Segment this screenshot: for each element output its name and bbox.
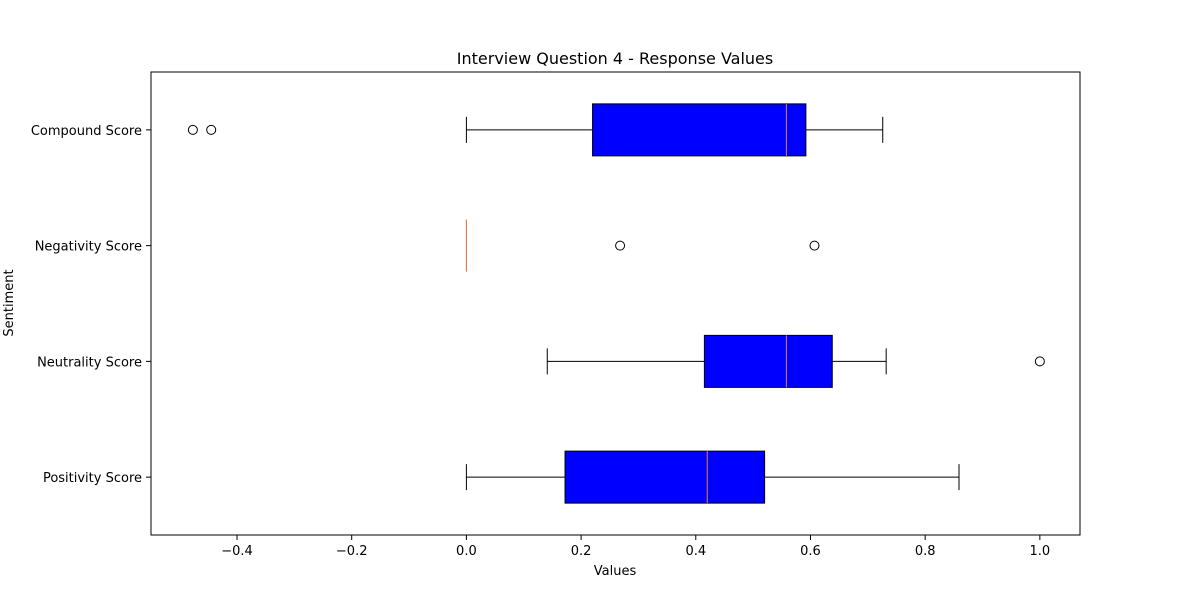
outlier-point: [206, 124, 217, 135]
box-iqr: [703, 334, 833, 388]
x-tick-label: 0.0: [456, 544, 477, 559]
y-tick-label: Compound Score: [31, 124, 142, 139]
x-tick-label: 0.8: [915, 544, 936, 559]
outlier-point: [1034, 356, 1045, 367]
x-tick-label: 1.0: [1030, 544, 1051, 559]
outlier-point: [615, 240, 626, 251]
box-iqr: [592, 103, 807, 157]
box-iqr: [564, 450, 766, 504]
y-tick-label: Positivity Score: [43, 471, 142, 486]
x-tick-label: 0.2: [571, 544, 592, 559]
x-axis-label: Values: [594, 564, 637, 579]
x-tick-label: 0.6: [800, 544, 821, 559]
plot-area: −0.4 −0.2 0.0 0.2 0.4 0.6 0.8 1.0 Compound Score…: [31, 103, 1051, 559]
x-tick-label: 0.4: [685, 544, 706, 559]
outlier-point: [809, 240, 820, 251]
y-axis-label: Sentiment: [2, 269, 17, 336]
y-tick-label: Neutrality Score: [37, 355, 142, 370]
x-tick-label: −0.2: [336, 544, 368, 559]
chart-title: Interview Question 4 - Response Values: [457, 49, 773, 68]
x-tick-label: −0.4: [221, 544, 253, 559]
y-tick-label: Negativity Score: [35, 240, 142, 255]
plot-frame: [150, 71, 1081, 536]
outlier-point: [187, 124, 198, 135]
